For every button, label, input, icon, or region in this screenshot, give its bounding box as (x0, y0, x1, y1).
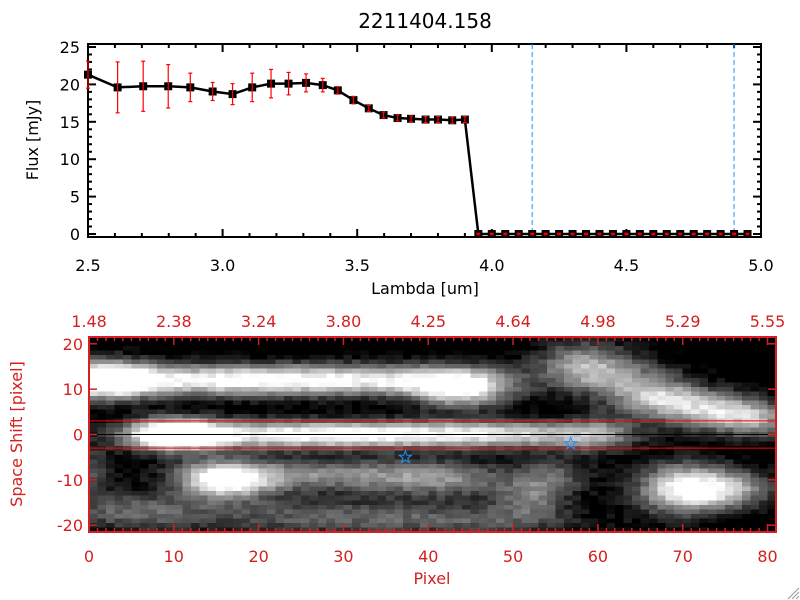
error-bar (489, 232, 494, 236)
error-bar (166, 63, 171, 109)
error-bar (705, 232, 710, 236)
error-bar (732, 232, 737, 236)
error-bar (86, 60, 90, 89)
y-tick-label: 20 (60, 75, 80, 94)
plot-frame (87, 43, 762, 238)
y-tick-label: -10 (57, 471, 83, 490)
x-tick-label: 2.5 (75, 256, 100, 275)
x-tick-label: 40 (418, 547, 438, 566)
error-bar (610, 232, 615, 236)
error-bar (304, 73, 309, 93)
error-bar (409, 115, 414, 123)
resize-grip-icon[interactable] (787, 587, 800, 600)
top-x-tick-label: 3.24 (241, 312, 277, 331)
error-bar (637, 232, 642, 236)
x-tick-label: 4.0 (479, 256, 504, 275)
error-bar (530, 232, 535, 236)
error-bar (462, 115, 467, 124)
error-bar (678, 232, 683, 236)
error-bar (584, 232, 589, 236)
x-tick-label: 0 (84, 547, 94, 566)
x-tick-label: 10 (164, 547, 184, 566)
error-bar (476, 232, 481, 236)
error-bar (664, 232, 669, 236)
y-tick-label: 0 (70, 225, 80, 244)
x-tick-label: 50 (503, 547, 523, 566)
y-axis-label: Flux [mJy] (23, 100, 42, 181)
chart-title: 2211404.158 (358, 9, 492, 33)
top-x-tick-label: 5.29 (665, 312, 701, 331)
star-marker-icon (563, 435, 579, 451)
error-bar (624, 232, 629, 236)
y-tick-label: 10 (63, 380, 83, 399)
y-tick-label: 15 (60, 113, 80, 132)
x-tick-label: 3.0 (210, 256, 235, 275)
top-x-tick-label: 2.38 (156, 312, 192, 331)
image-x-axis-label: Pixel (413, 569, 450, 588)
y-tick-label: 10 (60, 150, 80, 169)
error-bar (435, 115, 440, 124)
error-bar (543, 232, 548, 236)
error-bar (210, 81, 215, 102)
error-bar (691, 232, 696, 236)
error-bar (516, 232, 521, 236)
error-bar (503, 232, 508, 236)
spectrum-plot: 2.5 3.0 3.5 4.0 4.5 5.0 0 5 10 15 20 25 (60, 38, 774, 275)
top-x-tick-label: 1.48 (71, 312, 107, 331)
error-bar (351, 95, 356, 105)
y-tick-label: -20 (57, 516, 83, 535)
y-tick-label: 20 (63, 335, 83, 354)
top-x-tick-label: 4.64 (495, 312, 531, 331)
error-bar (320, 77, 325, 93)
x-tick-label: 5.0 (748, 256, 773, 275)
error-bar (718, 232, 723, 236)
x-tick-label: 60 (588, 547, 608, 566)
error-bar (557, 232, 562, 236)
x-tick-label: 20 (248, 547, 268, 566)
x-tick-label: 70 (673, 547, 693, 566)
error-bar (423, 115, 428, 124)
error-bar (250, 72, 255, 103)
error-bar (335, 86, 340, 95)
error-bar (395, 114, 400, 122)
x-tick-label: 3.5 (344, 256, 369, 275)
error-bar (188, 72, 193, 103)
error-bar (269, 68, 274, 99)
top-x-tick-label: 4.98 (580, 312, 616, 331)
error-bar (450, 116, 455, 124)
error-bar (286, 71, 291, 96)
error-bar (651, 232, 656, 236)
y-tick-label: 0 (73, 426, 83, 445)
x-tick-label: 30 (333, 547, 353, 566)
x-tick-label: 80 (757, 547, 777, 566)
error-bar (115, 61, 120, 114)
error-bar (597, 232, 602, 236)
error-bar (745, 232, 750, 236)
x-tick-label: 4.5 (614, 256, 639, 275)
star-marker-icon (397, 449, 413, 464)
error-bar (381, 111, 386, 119)
top-x-tick-label: 5.55 (750, 312, 786, 331)
error-bar (366, 104, 371, 112)
y-tick-label: 25 (60, 38, 80, 57)
error-bar (230, 83, 235, 106)
error-bar (570, 232, 575, 236)
error-bar (141, 60, 146, 112)
image-y-axis-label: Space Shift [pixel] (7, 361, 26, 507)
top-x-tick-label: 4.25 (410, 312, 446, 331)
y-tick-label: 5 (70, 188, 80, 207)
x-axis-label: Lambda [um] (371, 279, 479, 298)
top-x-tick-label: 3.80 (326, 312, 362, 331)
